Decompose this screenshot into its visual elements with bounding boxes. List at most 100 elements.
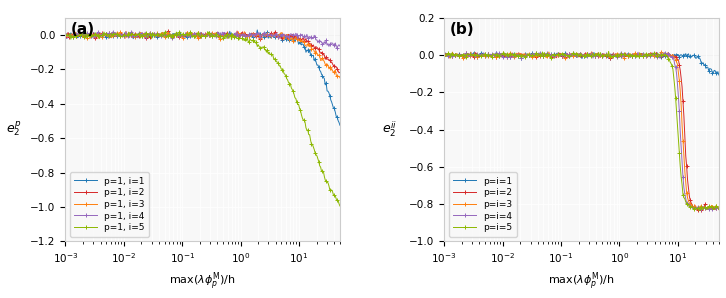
p=1, i=3 bbox=[335, 76, 344, 80]
Y-axis label: $e_2^{ii}$: $e_2^{ii}$ bbox=[383, 120, 397, 139]
p=1, i=3 bbox=[62, 32, 70, 36]
p=1, i=4 bbox=[311, 35, 319, 39]
p=i=4 bbox=[603, 54, 612, 58]
p=1, i=5 bbox=[62, 33, 70, 37]
X-axis label: max($\lambda\phi_p^{\rm M}$)/h: max($\lambda\phi_p^{\rm M}$)/h bbox=[548, 271, 615, 293]
p=i=1 bbox=[492, 50, 501, 54]
p=1, i=1 bbox=[311, 57, 319, 60]
p=i=5 bbox=[714, 207, 723, 211]
p=1, i=1 bbox=[61, 32, 70, 36]
p=1, i=1 bbox=[224, 31, 232, 35]
Line: p=i=2: p=i=2 bbox=[442, 50, 721, 212]
Line: p=i=3: p=i=3 bbox=[442, 50, 721, 212]
p=i=3 bbox=[604, 52, 613, 55]
p=1, i=4 bbox=[293, 37, 302, 41]
p=1, i=1 bbox=[224, 34, 233, 37]
p=i=3 bbox=[441, 53, 449, 57]
p=i=1 bbox=[441, 51, 449, 55]
p=i=5 bbox=[440, 54, 449, 58]
p=i=2 bbox=[604, 54, 613, 58]
p=i=4 bbox=[603, 52, 611, 56]
p=i=3 bbox=[603, 52, 612, 56]
p=i=2 bbox=[697, 208, 706, 212]
Line: p=1, i=4: p=1, i=4 bbox=[63, 30, 342, 50]
p=i=3 bbox=[544, 50, 553, 54]
p=1, i=2 bbox=[229, 32, 237, 36]
p=1, i=2 bbox=[335, 71, 344, 74]
p=1, i=5 bbox=[224, 37, 233, 40]
p=i=5 bbox=[609, 54, 618, 58]
p=1, i=2 bbox=[224, 33, 233, 37]
p=i=2 bbox=[690, 205, 698, 209]
p=1, i=2 bbox=[293, 35, 302, 39]
p=1, i=4 bbox=[62, 32, 70, 35]
p=1, i=3 bbox=[311, 51, 319, 55]
Line: p=1, i=1: p=1, i=1 bbox=[63, 28, 342, 127]
p=1, i=5 bbox=[81, 29, 90, 32]
p=1, i=1 bbox=[253, 28, 261, 32]
p=i=2 bbox=[714, 208, 723, 211]
p=i=2 bbox=[672, 55, 681, 58]
p=1, i=3 bbox=[293, 35, 302, 39]
p=i=2 bbox=[609, 52, 618, 56]
p=i=5 bbox=[696, 209, 704, 212]
p=1, i=2 bbox=[61, 35, 70, 38]
p=i=3 bbox=[440, 54, 449, 58]
p=1, i=2 bbox=[335, 71, 343, 74]
p=1, i=3 bbox=[225, 34, 234, 37]
p=i=4 bbox=[672, 72, 681, 75]
p=i=1 bbox=[714, 73, 723, 77]
Line: p=1, i=5: p=1, i=5 bbox=[63, 29, 342, 208]
p=i=2 bbox=[588, 50, 597, 54]
p=1, i=2 bbox=[311, 46, 319, 50]
p=i=4 bbox=[696, 208, 704, 212]
Legend: p=i=1, p=i=2, p=i=3, p=i=4, p=i=5: p=i=1, p=i=2, p=i=3, p=i=4, p=i=5 bbox=[449, 172, 517, 237]
Y-axis label: $e_2^p$: $e_2^p$ bbox=[6, 120, 21, 139]
p=i=5 bbox=[441, 53, 449, 56]
p=i=5 bbox=[672, 110, 681, 114]
p=1, i=5 bbox=[311, 151, 319, 155]
p=i=4 bbox=[714, 207, 723, 211]
p=1, i=2 bbox=[233, 29, 242, 33]
p=1, i=4 bbox=[109, 30, 118, 33]
p=i=2 bbox=[603, 53, 612, 57]
Line: p=1, i=3: p=1, i=3 bbox=[63, 30, 342, 80]
p=i=5 bbox=[603, 53, 611, 57]
p=i=3 bbox=[672, 60, 681, 63]
p=i=3 bbox=[609, 53, 618, 57]
p=1, i=1 bbox=[62, 33, 70, 37]
p=i=3 bbox=[690, 204, 698, 208]
p=i=1 bbox=[690, 53, 698, 57]
p=1, i=4 bbox=[333, 46, 341, 49]
p=i=3 bbox=[714, 206, 723, 210]
p=i=3 bbox=[698, 208, 706, 212]
Text: (b): (b) bbox=[449, 22, 474, 37]
p=i=4 bbox=[634, 50, 643, 54]
p=1, i=5 bbox=[230, 35, 239, 38]
p=i=4 bbox=[608, 55, 616, 58]
p=1, i=1 bbox=[335, 123, 344, 127]
Line: p=i=1: p=i=1 bbox=[442, 50, 721, 77]
p=i=1 bbox=[603, 56, 612, 59]
p=1, i=5 bbox=[335, 204, 344, 208]
p=1, i=5 bbox=[293, 103, 302, 106]
p=1, i=5 bbox=[61, 32, 70, 36]
p=i=5 bbox=[604, 49, 613, 53]
p=1, i=2 bbox=[224, 35, 232, 39]
p=i=2 bbox=[440, 52, 449, 55]
Text: (a): (a) bbox=[71, 22, 95, 37]
X-axis label: max($\lambda\phi_p^{\rm M}$)/h: max($\lambda\phi_p^{\rm M}$)/h bbox=[169, 271, 236, 293]
p=1, i=1 bbox=[293, 38, 302, 42]
p=1, i=5 bbox=[225, 35, 234, 38]
p=i=2 bbox=[441, 55, 449, 58]
p=1, i=1 bbox=[229, 33, 237, 36]
p=1, i=3 bbox=[230, 34, 239, 38]
p=1, i=4 bbox=[224, 31, 233, 35]
p=i=5 bbox=[603, 55, 612, 58]
Line: p=i=5: p=i=5 bbox=[442, 49, 721, 212]
Line: p=1, i=2: p=1, i=2 bbox=[63, 29, 342, 75]
p=i=1 bbox=[440, 54, 449, 57]
p=1, i=3 bbox=[224, 32, 233, 36]
p=i=5 bbox=[690, 207, 698, 211]
p=1, i=4 bbox=[335, 44, 344, 48]
